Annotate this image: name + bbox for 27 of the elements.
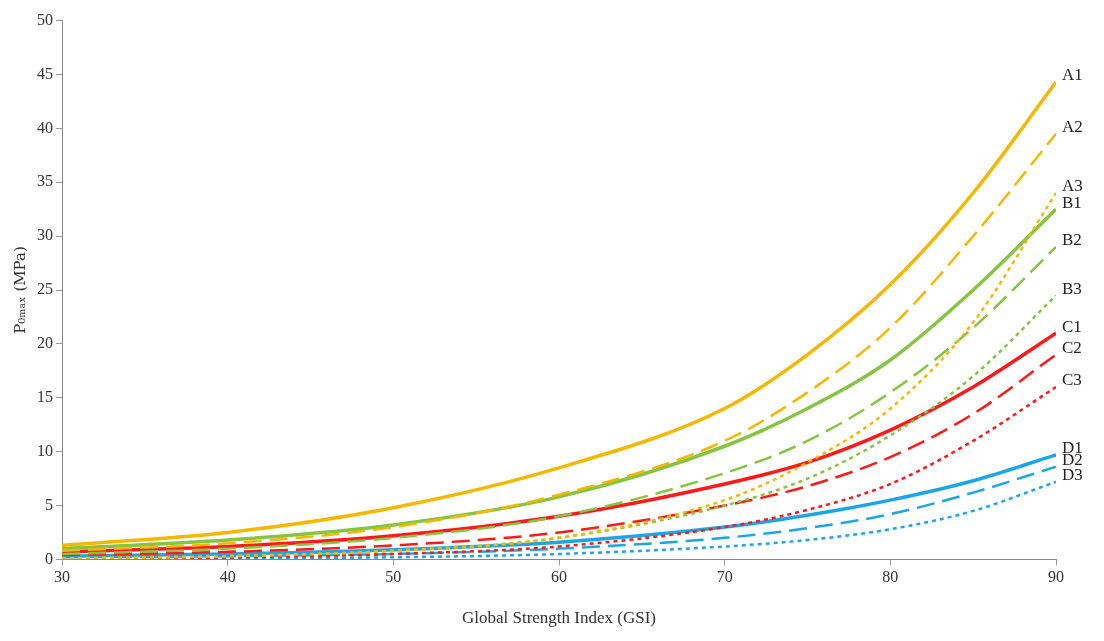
- y-tick-label: 20: [37, 334, 53, 352]
- series-label: A1: [1062, 65, 1083, 85]
- x-tick-label: 40: [219, 568, 236, 586]
- series-label: D3: [1062, 465, 1083, 485]
- series-label: C1: [1062, 316, 1082, 336]
- y-tick-label: 5: [45, 495, 53, 513]
- y-tick-label: 40: [37, 118, 53, 136]
- y-tick-label: 25: [37, 280, 53, 298]
- y-tick-label: 35: [37, 172, 53, 190]
- y-tick-label: 10: [37, 441, 53, 459]
- series-label: A2: [1062, 117, 1083, 137]
- series-label: C2: [1062, 338, 1082, 358]
- series-label: B2: [1062, 230, 1082, 250]
- series-label: C3: [1062, 370, 1082, 390]
- x-tick-label: 70: [716, 568, 733, 586]
- y-tick-label: 50: [37, 10, 53, 28]
- y-tick-label: 30: [37, 226, 53, 244]
- y-tick-label: 15: [37, 387, 53, 405]
- x-tick-label: 50: [385, 568, 402, 586]
- x-axis-title: Global Strength Index (GSI): [461, 608, 657, 628]
- y-axis-title: P₀ₘₐₓ (MPa): [10, 246, 29, 334]
- x-tick-label: 80: [882, 568, 899, 586]
- series-label: B3: [1062, 278, 1082, 298]
- x-tick-label: 90: [1048, 568, 1064, 586]
- y-tick-label: 0: [45, 549, 53, 567]
- x-tick-label: 60: [551, 568, 567, 586]
- y-tick-label: 45: [37, 64, 53, 82]
